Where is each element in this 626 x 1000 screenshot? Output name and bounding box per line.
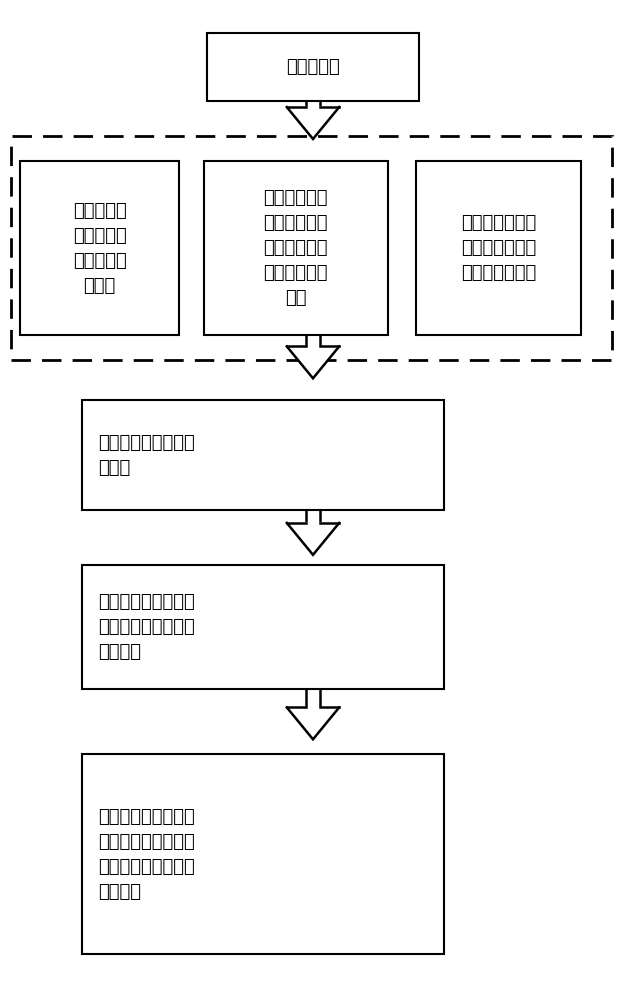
Bar xyxy=(207,33,419,101)
Polygon shape xyxy=(287,707,339,739)
Text: 主处理器进行数据保
全操作: 主处理器进行数据保 全操作 xyxy=(98,434,195,477)
Text: 掉电侦测将主电
源掉电的信号告
知负载主处理器: 掉电侦测将主电 源掉电的信号告 知负载主处理器 xyxy=(461,214,536,282)
Bar xyxy=(11,136,612,360)
Bar xyxy=(83,754,444,954)
Bar xyxy=(83,400,444,510)
Polygon shape xyxy=(287,346,339,378)
Bar xyxy=(416,161,581,335)
Text: 主处理器完成数据保
全操作，并告知储能
控制单元: 主处理器完成数据保 全操作，并告知储能 控制单元 xyxy=(98,593,195,661)
Polygon shape xyxy=(287,107,339,139)
Polygon shape xyxy=(287,523,339,555)
Bar xyxy=(204,161,387,335)
Bar xyxy=(20,161,179,335)
Text: 储能器件的
能量通过备
份升压输出
给负载: 储能器件的 能量通过备 份升压输出 给负载 xyxy=(73,202,126,295)
Text: 主电源掉电: 主电源掉电 xyxy=(286,58,340,76)
Text: 第一防倒灌单
元和第二防倒
灌单元防止能
量回流到主电
源端: 第一防倒灌单 元和第二防倒 灌单元防止能 量回流到主电 源端 xyxy=(264,189,328,307)
Text: 储能控制单元关闭开
关，整个系统掉电，
储能器件的剩余能量
得已保留: 储能控制单元关闭开 关，整个系统掉电， 储能器件的剩余能量 得已保留 xyxy=(98,808,195,901)
Bar xyxy=(83,565,444,689)
